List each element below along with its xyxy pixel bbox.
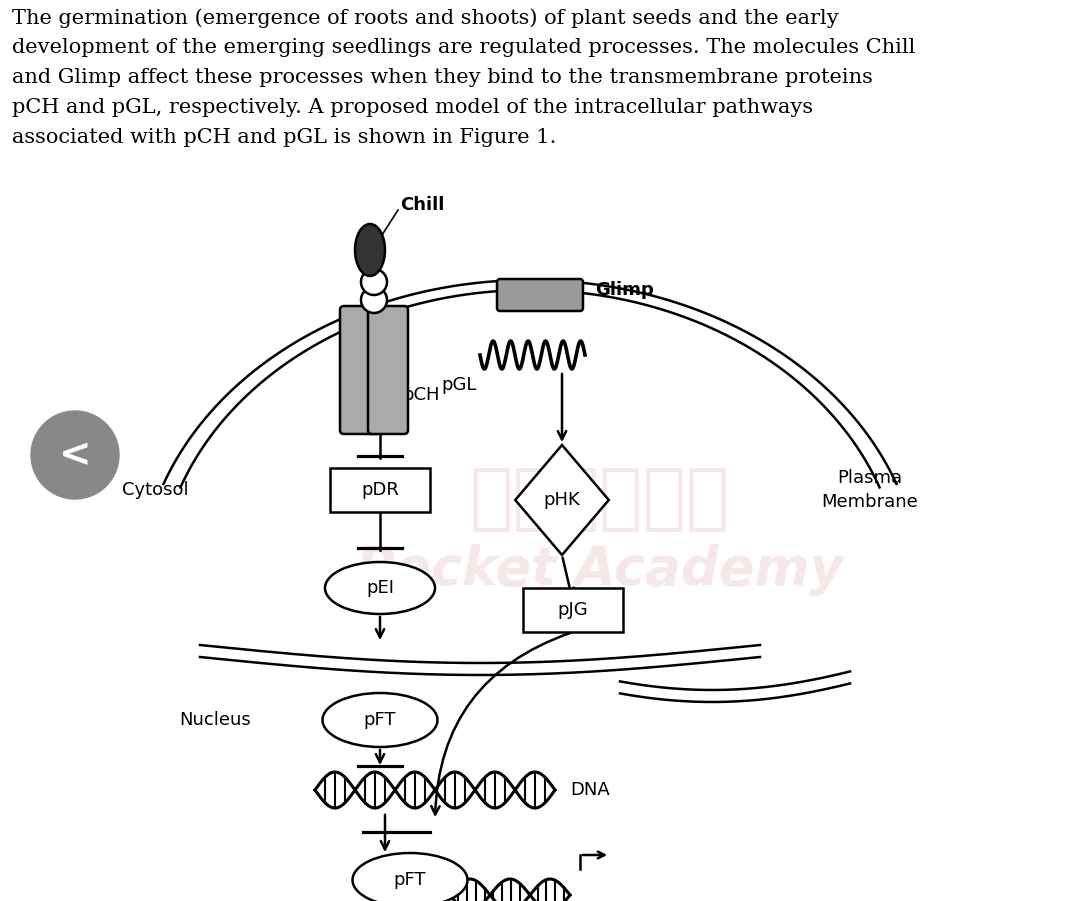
Text: Glimp: Glimp	[595, 281, 653, 299]
Ellipse shape	[323, 693, 437, 747]
FancyBboxPatch shape	[497, 279, 583, 311]
FancyBboxPatch shape	[340, 306, 380, 434]
Ellipse shape	[355, 224, 384, 276]
FancyBboxPatch shape	[330, 468, 430, 512]
Text: 小火箭前学院: 小火箭前学院	[470, 466, 730, 534]
Text: Nucleus: Nucleus	[179, 711, 251, 729]
Text: pHK: pHK	[543, 491, 580, 509]
Text: <: <	[58, 436, 91, 474]
Circle shape	[361, 287, 387, 313]
Text: pDR: pDR	[361, 481, 399, 499]
Text: pFT: pFT	[364, 711, 396, 729]
Ellipse shape	[352, 853, 468, 901]
Ellipse shape	[325, 562, 435, 614]
Text: pGL: pGL	[442, 376, 477, 394]
Text: pCH: pCH	[402, 386, 440, 404]
Text: The germination (emergence of roots and shoots) of plant seeds and the early: The germination (emergence of roots and …	[12, 8, 839, 28]
Text: and Glimp affect these processes when they bind to the transmembrane proteins: and Glimp affect these processes when th…	[12, 68, 873, 87]
Text: Pocket Academy: Pocket Academy	[356, 544, 843, 596]
Text: associated with pCH and pGL is shown in Figure 1.: associated with pCH and pGL is shown in …	[12, 128, 556, 147]
FancyBboxPatch shape	[523, 588, 623, 632]
FancyBboxPatch shape	[368, 306, 408, 434]
Text: Plasma
Membrane: Plasma Membrane	[822, 469, 918, 511]
Text: pJG: pJG	[557, 601, 589, 619]
Circle shape	[361, 269, 387, 295]
Polygon shape	[515, 445, 609, 555]
Text: pFT: pFT	[394, 871, 427, 889]
Text: Cytosol: Cytosol	[122, 481, 188, 499]
Circle shape	[31, 411, 119, 499]
Text: pCH and pGL, respectively. A proposed model of the intracellular pathways: pCH and pGL, respectively. A proposed mo…	[12, 98, 813, 117]
Text: Chill: Chill	[400, 196, 444, 214]
Text: DNA: DNA	[570, 781, 610, 799]
Text: pEI: pEI	[366, 579, 394, 597]
Text: development of the emerging seedlings are regulated processes. The molecules Chi: development of the emerging seedlings ar…	[12, 38, 916, 57]
